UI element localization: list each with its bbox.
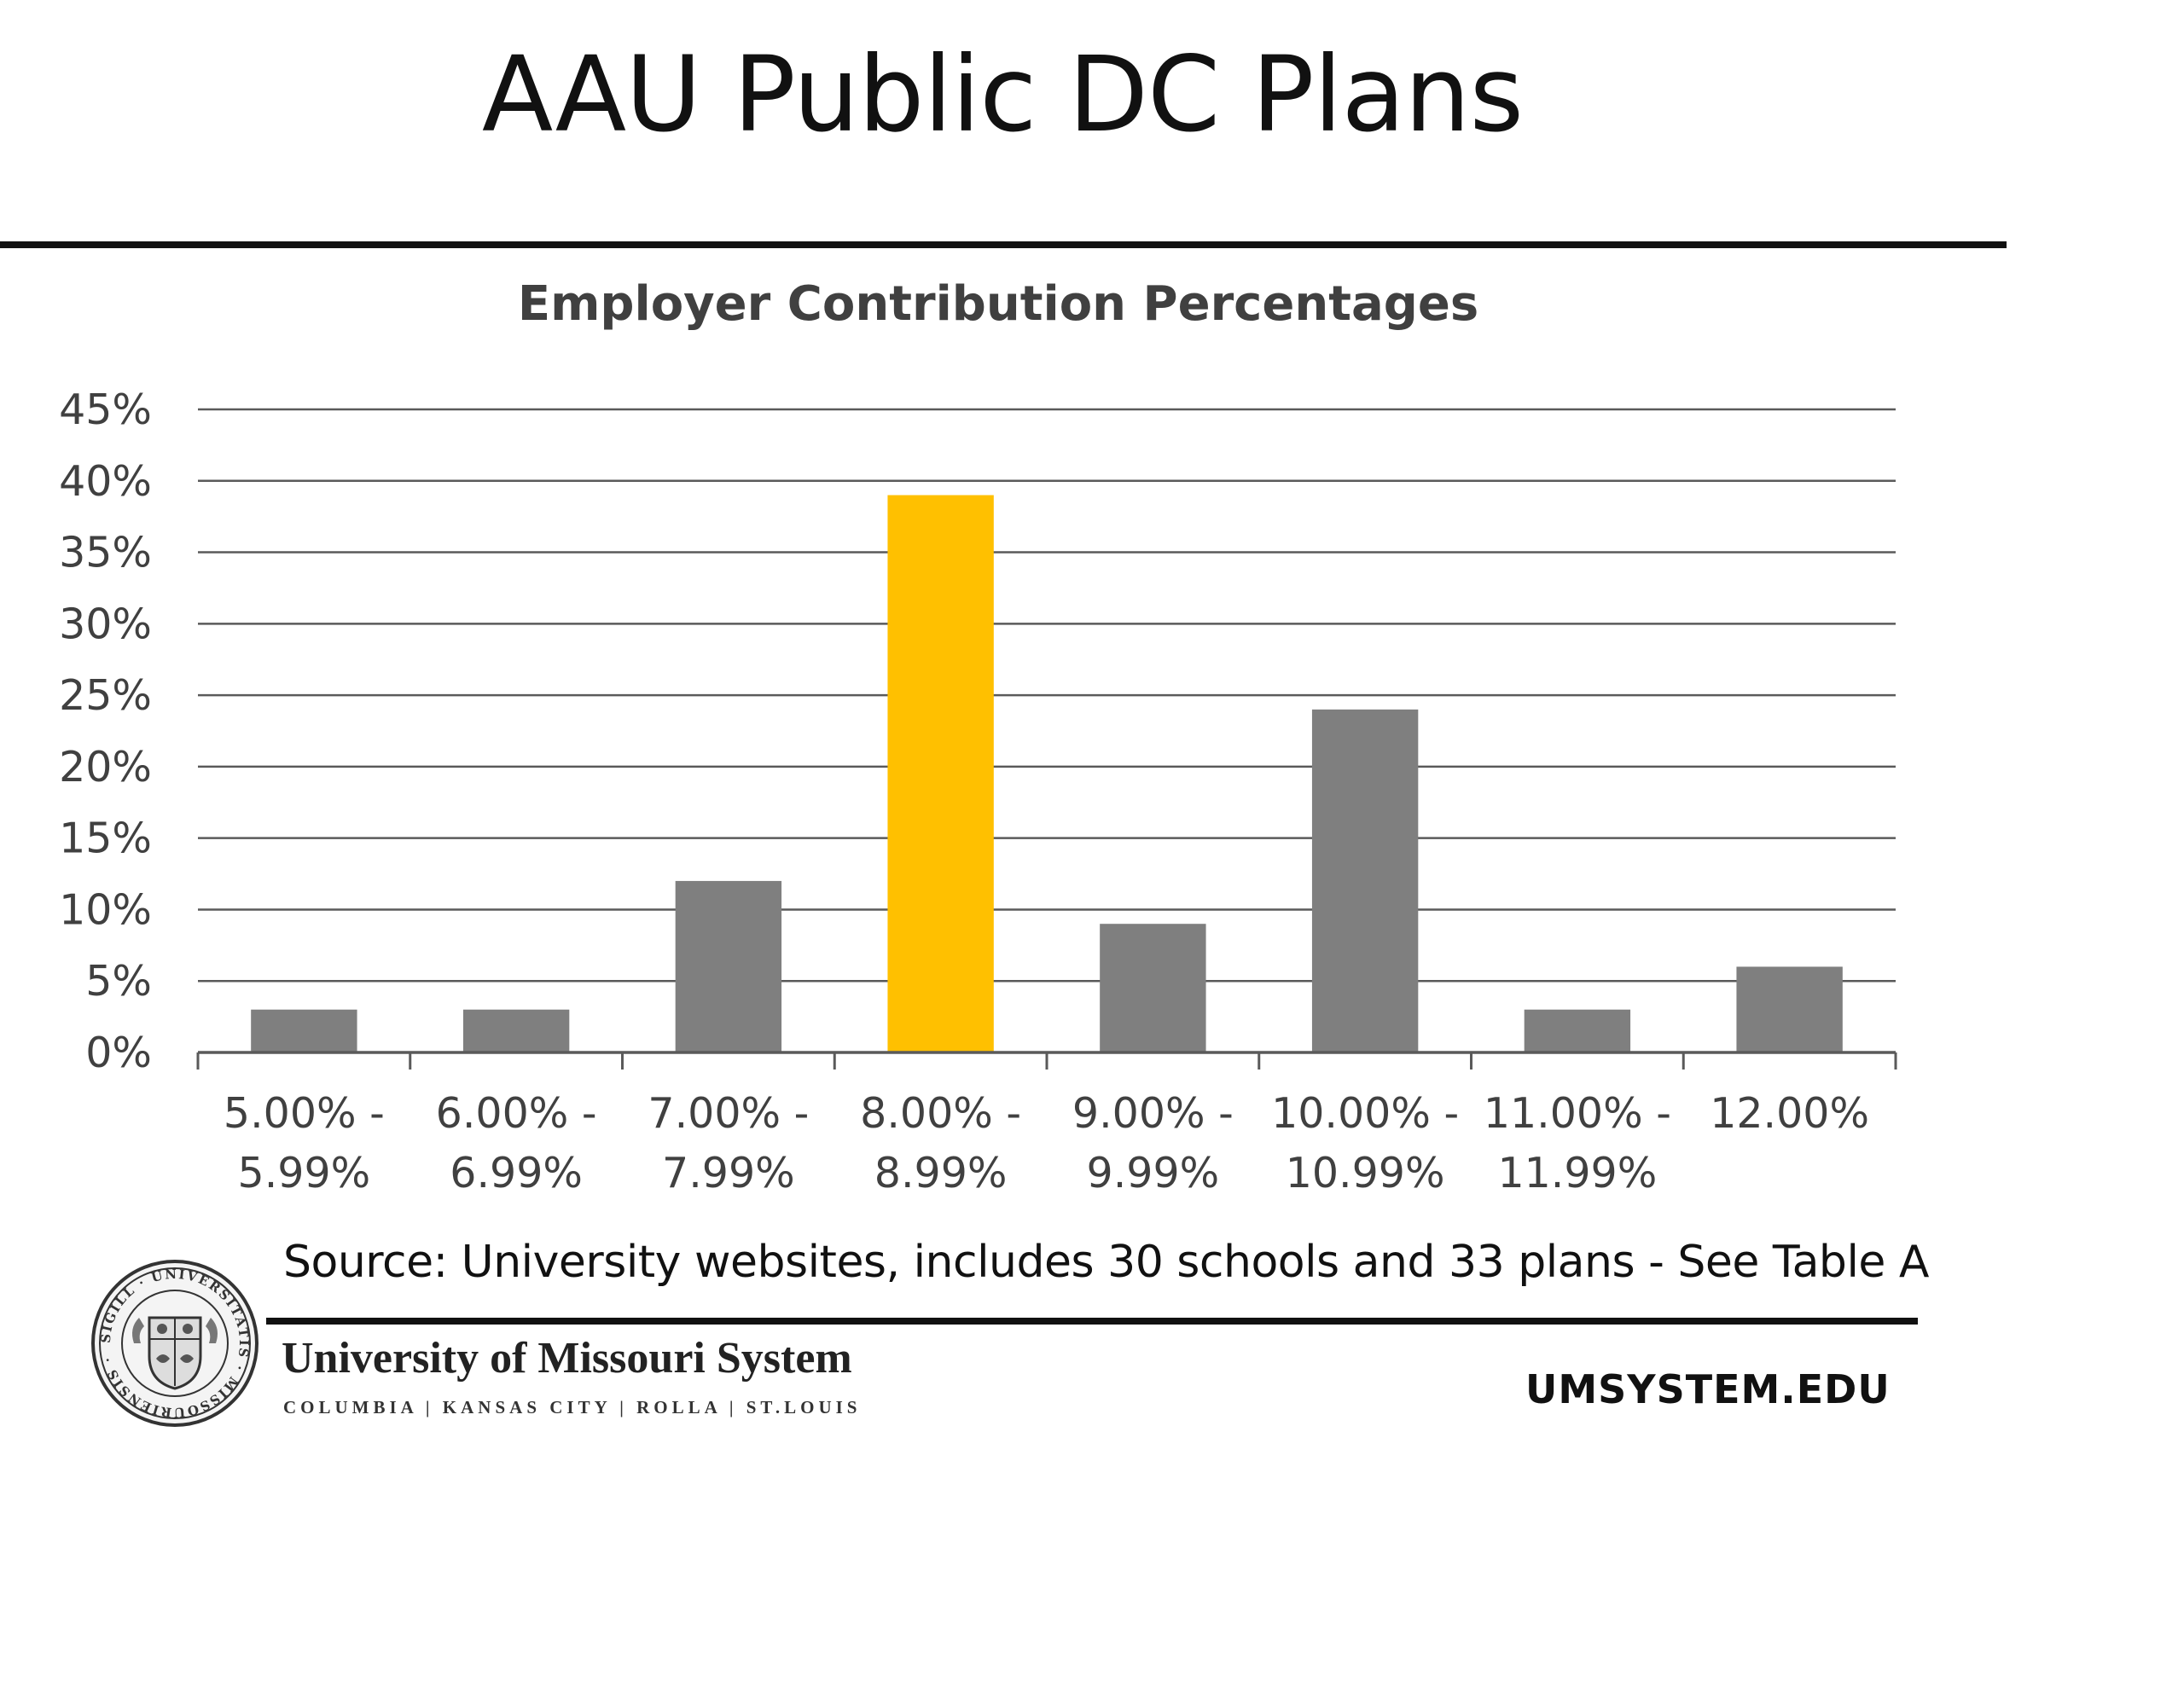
x-tick-label: 10.00% -10.99%	[1271, 1089, 1459, 1197]
bar	[887, 495, 994, 1052]
bar	[1524, 1009, 1631, 1052]
footer-divider	[266, 1318, 1918, 1325]
y-axis-tick-labels: 0% 5% 10% 15% 20% 25% 30% 35% 40% 45%	[59, 386, 152, 1077]
y-tick-label: 40%	[59, 457, 152, 506]
x-axis	[196, 1051, 1897, 1070]
y-tick-label: 45%	[59, 386, 152, 434]
x-tick-label: 5.00% -5.99%	[224, 1089, 385, 1197]
bar	[462, 1009, 570, 1052]
x-tick-label: 8.00% -8.99%	[860, 1089, 1021, 1197]
website-link[interactable]: UMSYSTEM.EDU	[1525, 1366, 1891, 1412]
y-tick-label: 15%	[59, 815, 152, 863]
bar	[1311, 709, 1419, 1052]
source-note: Source: University websites, includes 30…	[283, 1237, 1929, 1288]
org-campuses: COLUMBIA | KANSAS CITY | ROLLA | ST.LOUI…	[283, 1397, 862, 1417]
x-tick-label: 6.00% -6.99%	[436, 1089, 597, 1197]
bar	[1736, 966, 1843, 1052]
y-tick-label: 25%	[59, 671, 152, 720]
y-tick-label: 0%	[85, 1029, 152, 1077]
x-axis-tick-labels: 5.00% -5.99% 6.00% -6.99% 7.00% -7.99% 8.00…	[224, 1089, 1869, 1197]
slide-title: AAU Public DC Plans	[481, 34, 1524, 155]
university-seal-icon: SIGILL · UNIVERSITATIS · MISSOURIENSIS ·…	[90, 1258, 258, 1427]
gridlines	[198, 408, 1896, 983]
x-tick-label: 11.00% -11.99%	[1484, 1089, 1671, 1197]
y-tick-label: 35%	[59, 529, 152, 577]
y-tick-label: 20%	[59, 743, 152, 791]
x-tick-label: 7.00% -7.99%	[648, 1089, 809, 1197]
bars	[251, 495, 1843, 1052]
chart-area: Employer Contribution Percentages 0% 5% 10…	[0, 256, 1937, 1228]
org-name: University of Missouri System	[282, 1334, 852, 1383]
bar	[1100, 924, 1206, 1052]
bar	[675, 880, 782, 1052]
bar-chart: Employer Contribution Percentages 0% 5% 10…	[59, 276, 1897, 1197]
y-tick-label: 10%	[59, 885, 152, 934]
y-tick-label: 30%	[59, 600, 152, 648]
bar	[251, 1009, 357, 1052]
y-tick-label: 5%	[85, 957, 152, 1006]
chart-title: Employer Contribution Percentages	[518, 276, 1478, 332]
x-tick-label: 9.00% -9.99%	[1072, 1089, 1234, 1197]
x-tick-label: 12.00%	[1710, 1089, 1869, 1138]
title-divider	[0, 241, 2007, 248]
